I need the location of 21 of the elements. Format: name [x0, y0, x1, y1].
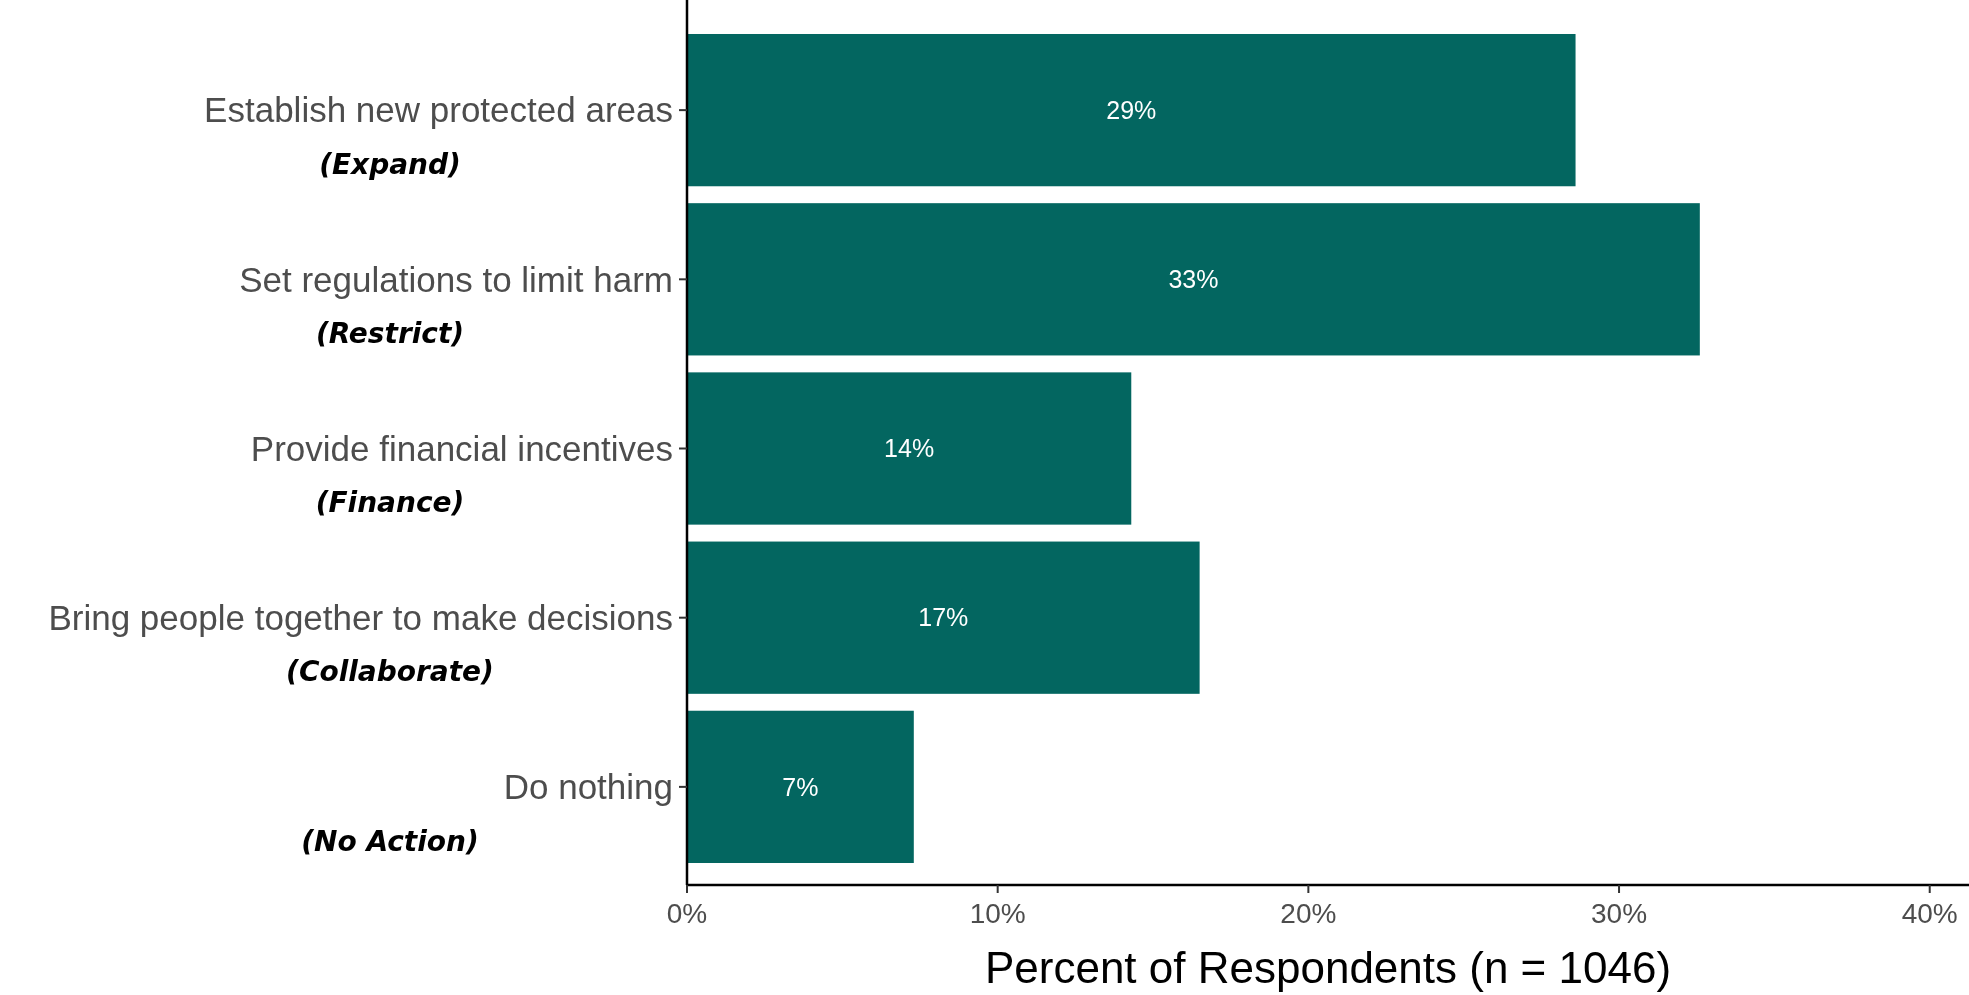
- data-label: 7%: [782, 772, 819, 801]
- bar: [687, 33, 1576, 187]
- x-tick-label: 40%: [1901, 898, 1958, 929]
- data-label: 17%: [918, 603, 969, 632]
- x-tick-label: 0%: [666, 898, 708, 929]
- y-tick-label: Bring people together to make decisions (Collaborate): [48, 597, 673, 689]
- bar: [687, 710, 914, 864]
- data-label: 14%: [884, 434, 935, 463]
- bar: [687, 372, 1132, 525]
- bar: [687, 541, 1200, 694]
- x-tick-label: 10%: [969, 898, 1026, 929]
- y-tick-label: Do nothing (No Action): [301, 767, 673, 858]
- y-tick-label: Provide financial incentives (Finance): [250, 428, 673, 520]
- data-label: 29%: [1106, 95, 1157, 124]
- x-axis-title: Percent of Respondents (n = 1046): [984, 943, 1672, 992]
- x-tick-label: 30%: [1591, 898, 1648, 929]
- y-tick-label: Set regulations to limit harm (Restrict): [239, 259, 673, 351]
- y-tick-label: Establish new protected areas (Expand): [204, 90, 673, 181]
- data-label: 33%: [1168, 265, 1219, 294]
- bar: [687, 203, 1700, 356]
- x-tick-label: 20%: [1280, 898, 1337, 929]
